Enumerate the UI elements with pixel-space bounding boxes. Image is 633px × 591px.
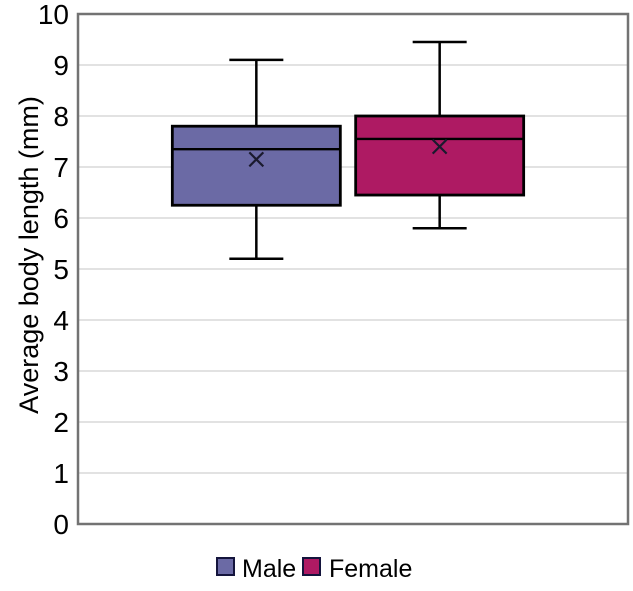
y-tick-label: 9: [53, 50, 69, 81]
legend-label-female: Female: [329, 555, 412, 583]
iqr-box: [170, 124, 342, 207]
y-tick-label: 8: [53, 101, 69, 132]
y-tick-label: 10: [38, 0, 69, 30]
y-axis-tick-labels: 0 1 2 3 4 5 6 7 8 9 10: [38, 0, 69, 540]
y-tick-label: 0: [53, 509, 69, 540]
legend: Male Female: [216, 555, 412, 583]
y-tick-label: 2: [53, 407, 69, 438]
legend-item-male: Male: [216, 555, 296, 583]
mean-x-icon: [248, 151, 265, 168]
legend-swatch-male-icon: [216, 557, 235, 576]
legend-swatch-female-icon: [302, 557, 321, 576]
legend-label-male: Male: [242, 555, 296, 583]
y-tick-label: 7: [53, 152, 69, 183]
box-male: [170, 58, 342, 261]
y-tick-label: 3: [53, 356, 69, 387]
y-axis-title: Average body length (mm): [14, 96, 44, 414]
plot-area-border: [76, 12, 630, 526]
y-tick-label: 6: [53, 203, 69, 234]
y-tick-label: 4: [53, 305, 69, 336]
iqr-box: [354, 114, 526, 197]
mean-x-icon: [431, 138, 448, 155]
legend-item-female: Female: [302, 555, 412, 583]
gridlines: [78, 64, 628, 474]
box-female: [354, 40, 526, 230]
y-tick-label: 5: [53, 254, 69, 285]
box-series: [170, 40, 526, 261]
y-tick-label: 1: [53, 458, 69, 489]
